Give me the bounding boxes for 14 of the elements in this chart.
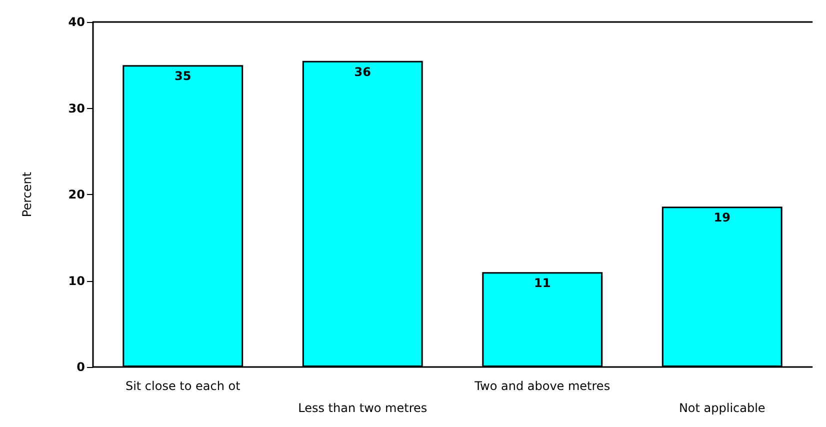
y-tick-label: 0 [76, 360, 85, 374]
y-tick-label: 20 [68, 188, 85, 202]
data-label: 35 [174, 69, 192, 84]
data-label: 11 [534, 276, 551, 290]
x-tick-label: Less than two metres [298, 401, 428, 415]
y-axis-title: Percent [20, 172, 34, 218]
y-tick-label: 40 [68, 15, 85, 29]
data-label: 36 [354, 64, 371, 79]
x-tick-label: Two and above metres [474, 379, 610, 393]
y-tick-label: 10 [68, 274, 85, 288]
x-tick-label: Not applicable [678, 401, 766, 415]
y-tick-label: 30 [68, 101, 85, 116]
data-label: 19 [714, 210, 730, 225]
x-tick-label: Sit close to each ot [125, 379, 241, 393]
